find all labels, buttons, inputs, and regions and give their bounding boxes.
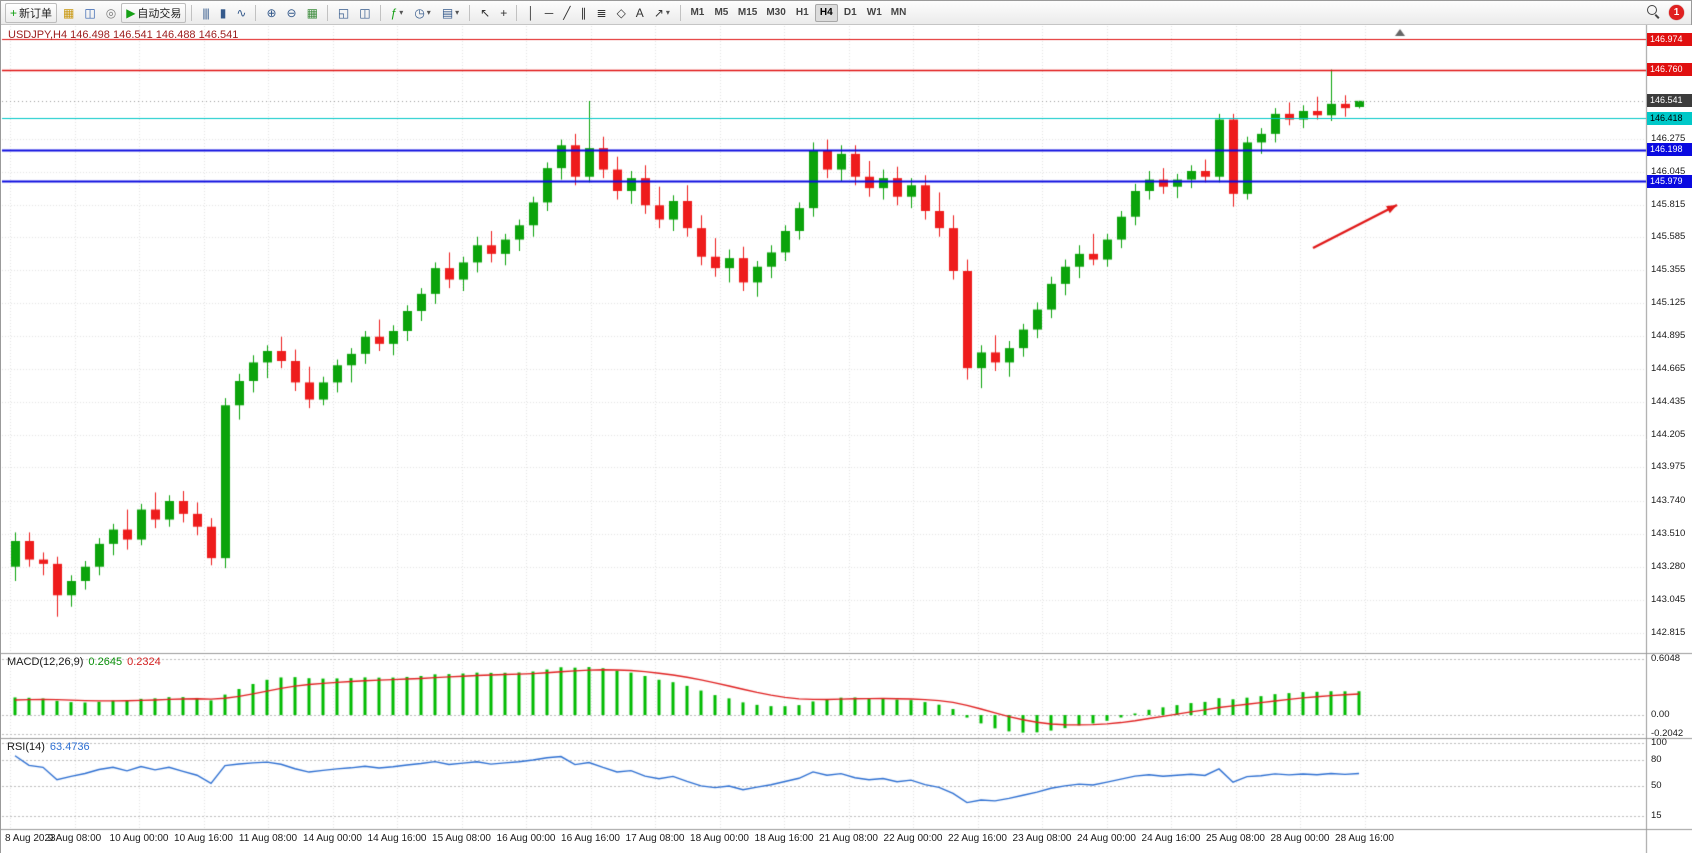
profiles-icon: ◫ (84, 5, 95, 20)
charts-icon: ▦ (63, 5, 74, 20)
trendline-icon: ╱ (563, 5, 570, 20)
bar-chart-icon: ||| (202, 5, 209, 20)
toolbar-separator (191, 4, 193, 21)
text-icon: A (635, 5, 644, 20)
notification-badge[interactable]: 1 (1669, 5, 1684, 20)
timeframe-button-d1[interactable]: D1 (839, 4, 862, 22)
trendline-button[interactable]: ╱ (558, 3, 574, 23)
rsi-name: RSI(14) (7, 741, 45, 753)
line-chart-button[interactable]: ∿ (231, 3, 250, 23)
crosshair-button[interactable]: + (495, 3, 511, 23)
templates-button[interactable]: ▤ ▾ (437, 3, 464, 23)
autotrading-icon: ▶ (126, 5, 135, 20)
timeframe-button-m5[interactable]: M5 (710, 4, 733, 22)
toolbar-buttons: + 新订单 ▦ ◫ ◎ ▶ 自动交易 ||| ▮ ∿ ⊕ ⊖ ▦ ◱ ◫ ƒ ▾ ◷ ▾ ▤ ▾ ↖ + │ ─ ╱ ∥ ≣ ◇ A ↗ ▾ M… (5, 2, 1646, 23)
macd-name: MACD(12,26,9) (7, 656, 84, 668)
toolbar-right: 1 (1646, 4, 1687, 21)
metaeditor-button[interactable]: ◎ (101, 3, 120, 23)
periods-button[interactable]: ◷ ▾ (409, 3, 436, 23)
metaeditor-icon: ◎ (105, 5, 117, 20)
timeframe-button-m15[interactable]: M15 (734, 4, 761, 22)
timeframe-button-h4[interactable]: H4 (814, 3, 838, 22)
chart-symbol-title: USDJPY,H4 146.498 146.541 146.488 146.54… (8, 29, 239, 41)
timeframe-button-mn[interactable]: MN (887, 4, 911, 22)
cursor-icon: ↖ (480, 5, 490, 20)
search-button[interactable] (1646, 4, 1660, 21)
vertical-line-button[interactable]: │ (522, 3, 539, 23)
zoom-out-button[interactable]: ⊖ (282, 3, 301, 23)
zoom-in-icon: ⊕ (266, 5, 276, 20)
caret-down-icon: ▾ (665, 8, 670, 17)
caret-down-icon: ▾ (455, 8, 460, 17)
timeframe-button-h1[interactable]: H1 (791, 4, 814, 22)
profiles-button[interactable]: ◫ (79, 3, 99, 23)
timeframe-button-m1[interactable]: M1 (686, 4, 709, 22)
chart-canvas[interactable] (1, 25, 1692, 853)
rsi-indicator-label: RSI(14) 63.4736 (7, 741, 95, 753)
toolbar-separator (469, 4, 471, 21)
tile-vertical-button[interactable]: ◫ (354, 3, 374, 23)
timeframe-button-w1[interactable]: W1 (863, 4, 886, 22)
indicators-icon: ƒ (390, 5, 398, 20)
periods-icon: ◷ (414, 5, 425, 20)
toolbar-separator (679, 4, 681, 21)
rsi-value: 63.4736 (49, 741, 90, 753)
autotrading-button[interactable]: ▶ 自动交易 (121, 2, 187, 23)
tile-windows-icon: ▦ (306, 5, 318, 20)
charts-button[interactable]: ▦ (58, 3, 78, 23)
candlestick-chart-icon: ▮ (219, 5, 227, 20)
cascade-windows-icon: ◱ (337, 5, 349, 20)
equidistant-channel-button[interactable]: ∥ (576, 3, 591, 23)
timeframe-button-m30[interactable]: M30 (762, 4, 789, 22)
horizontal-line-icon: ─ (544, 5, 553, 20)
bar-chart-button[interactable]: ||| (197, 3, 213, 23)
new-order-icon: + (10, 5, 17, 20)
autotrading-label: 自动交易 (137, 7, 182, 20)
toolbar-separator (379, 4, 381, 21)
vertical-line-icon: │ (527, 5, 534, 20)
arrows-icon: ↗ (653, 5, 664, 20)
new-order-button[interactable]: + 新订单 (5, 2, 58, 23)
new-order-label: 新订单 (19, 7, 53, 20)
shapes-button[interactable]: ◇ (612, 3, 630, 23)
zoom-out-icon: ⊖ (286, 5, 297, 20)
toolbar-separator (326, 4, 328, 21)
toolbar: + 新订单 ▦ ◫ ◎ ▶ 自动交易 ||| ▮ ∿ ⊕ ⊖ ▦ ◱ ◫ ƒ ▾ ◷ ▾ ▤ ▾ ↖ + │ ─ ╱ ∥ ≣ ◇ A ↗ ▾ M… (1, 1, 1691, 25)
shapes-icon: ◇ (616, 5, 626, 20)
horizontal-line-button[interactable]: ─ (540, 3, 558, 23)
macd-value: 0.2645 (88, 656, 123, 668)
crosshair-icon: + (500, 5, 507, 20)
line-chart-icon: ∿ (236, 5, 246, 20)
indicators-button[interactable]: ƒ ▾ (386, 3, 409, 23)
fibonacci-icon: ≣ (596, 5, 607, 20)
tile-windows-button[interactable]: ▦ (302, 3, 322, 23)
search-icon (1646, 4, 1660, 18)
zoom-in-button[interactable]: ⊕ (261, 3, 280, 23)
cursor-button[interactable]: ↖ (475, 3, 494, 23)
cascade-windows-button[interactable]: ◱ (333, 3, 353, 23)
toolbar-separator (516, 4, 518, 21)
toolbar-separator (255, 4, 257, 21)
candlestick-chart-button[interactable]: ▮ (215, 3, 231, 23)
equidistant-channel-icon: ∥ (580, 5, 587, 20)
text-button[interactable]: A (631, 3, 648, 23)
macd-indicator-label: MACD(12,26,9) 0.2645 0.2324 (7, 656, 166, 668)
arrows-button[interactable]: ↗ ▾ (649, 3, 675, 23)
caret-down-icon: ▾ (426, 8, 431, 17)
tile-vertical-icon: ◫ (359, 5, 370, 20)
templates-icon: ▤ (441, 5, 453, 20)
fibonacci-button[interactable]: ≣ (592, 3, 611, 23)
macd-signal-value: 0.2324 (127, 656, 161, 668)
caret-down-icon: ▾ (399, 8, 404, 17)
